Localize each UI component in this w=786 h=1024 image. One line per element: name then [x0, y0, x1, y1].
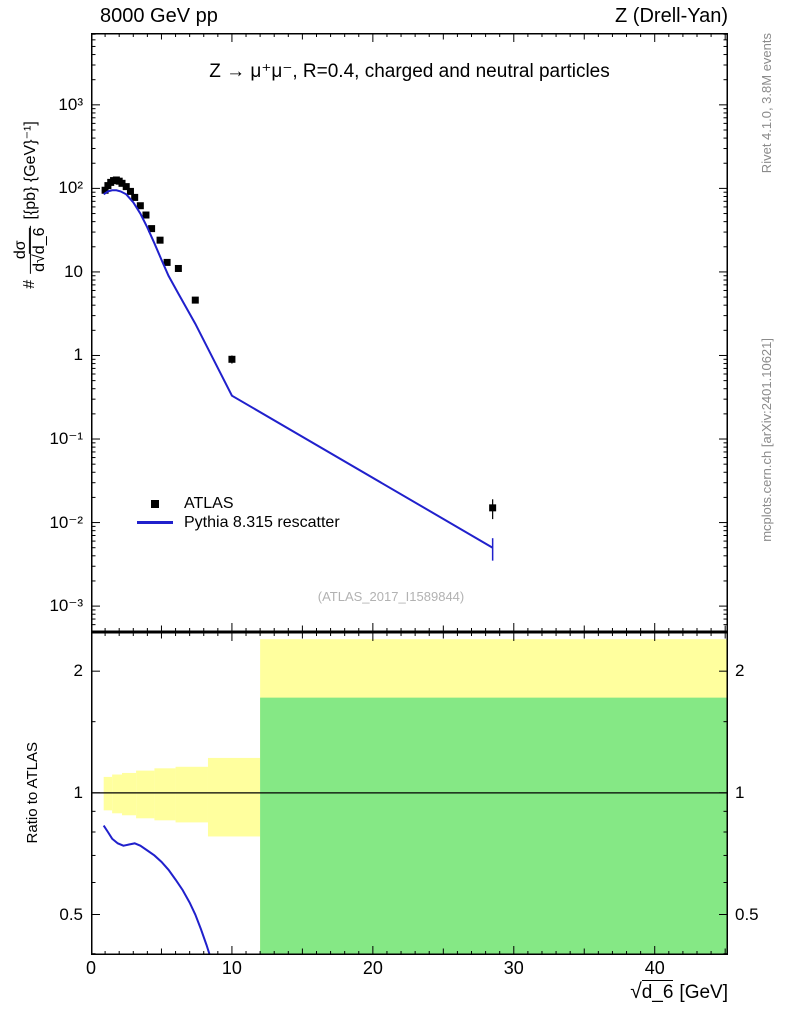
legend-label-pythia: Pythia 8.315 rescatter: [184, 513, 340, 531]
tick-label: 0: [85, 958, 96, 978]
tick-label: 1: [73, 345, 83, 365]
y-axis-title-main-text: # dσ d√d_6 [{pb} {GeV}⁻¹]: [11, 121, 49, 289]
legend-item-pythia: Pythia 8.315 rescatter: [134, 513, 340, 532]
ylabel-units: [{pb} {GeV}⁻¹]: [22, 121, 39, 220]
tick-label: 1: [73, 782, 83, 802]
analysis-watermark: (ATLAS_2017_I1589844): [317, 589, 465, 604]
ratio-plot: [91, 632, 728, 955]
tick-label: 10⁻²: [49, 512, 83, 532]
mcplots-watermark: mcplots.cern.ch [arXiv:2401.10621]: [759, 338, 774, 542]
tick-label: 30: [503, 958, 524, 978]
tick-label: 0.5: [59, 904, 83, 924]
tick-label: 10³: [58, 94, 83, 114]
y-axis-title-ratio: Ratio to ATLAS: [24, 742, 41, 844]
ylabel-den-arg: d_6: [28, 227, 48, 255]
legend: ATLAS Pythia 8.315 rescatter: [134, 494, 340, 532]
tick-label: 10: [221, 958, 242, 978]
legend-label-atlas: ATLAS: [184, 494, 234, 512]
legend-item-atlas: ATLAS: [134, 494, 340, 513]
tick-label: 0.5: [735, 904, 759, 924]
rivet-version-watermark: Rivet 4.1.0, 3.8M events: [759, 33, 774, 174]
x-axis-variable: d_6: [641, 980, 674, 1003]
square-marker-icon: [151, 499, 159, 508]
tick-label: 10⁻¹: [49, 429, 83, 449]
plot-title: Z → μ⁺μ⁻, R=0.4, charged and neutral par…: [209, 61, 610, 82]
ylabel-denominator: d√d_6: [28, 225, 49, 274]
tick-label: 10: [64, 261, 83, 281]
tick-label: 10⁻³: [49, 596, 83, 616]
line-marker-icon: [137, 521, 173, 524]
sqrt-symbol: √: [630, 980, 642, 1003]
legend-glyph: [134, 521, 176, 524]
x-axis-units: [GeV]: [679, 982, 728, 1003]
tick-label: 40: [644, 958, 665, 978]
tick-label: 2: [73, 661, 83, 681]
legend-glyph: [134, 499, 176, 508]
tick-label: 10²: [58, 178, 83, 198]
main-plot: [91, 33, 728, 632]
ylabel-fraction: dσ d√d_6: [11, 225, 49, 274]
ylabel-numerator: dσ: [11, 240, 29, 260]
x-axis-title: √ d_6 [GeV]: [630, 980, 728, 1004]
tick-label: 1: [735, 782, 745, 802]
tick-label: 2: [735, 661, 745, 681]
tick-label: 20: [362, 958, 383, 978]
beam-energy-label: 8000 GeV pp: [100, 5, 218, 27]
process-label: Z (Drell-Yan): [615, 5, 728, 27]
ylabel-prefix: #: [21, 279, 38, 289]
ylabel-den-prefix: d√: [30, 254, 48, 272]
